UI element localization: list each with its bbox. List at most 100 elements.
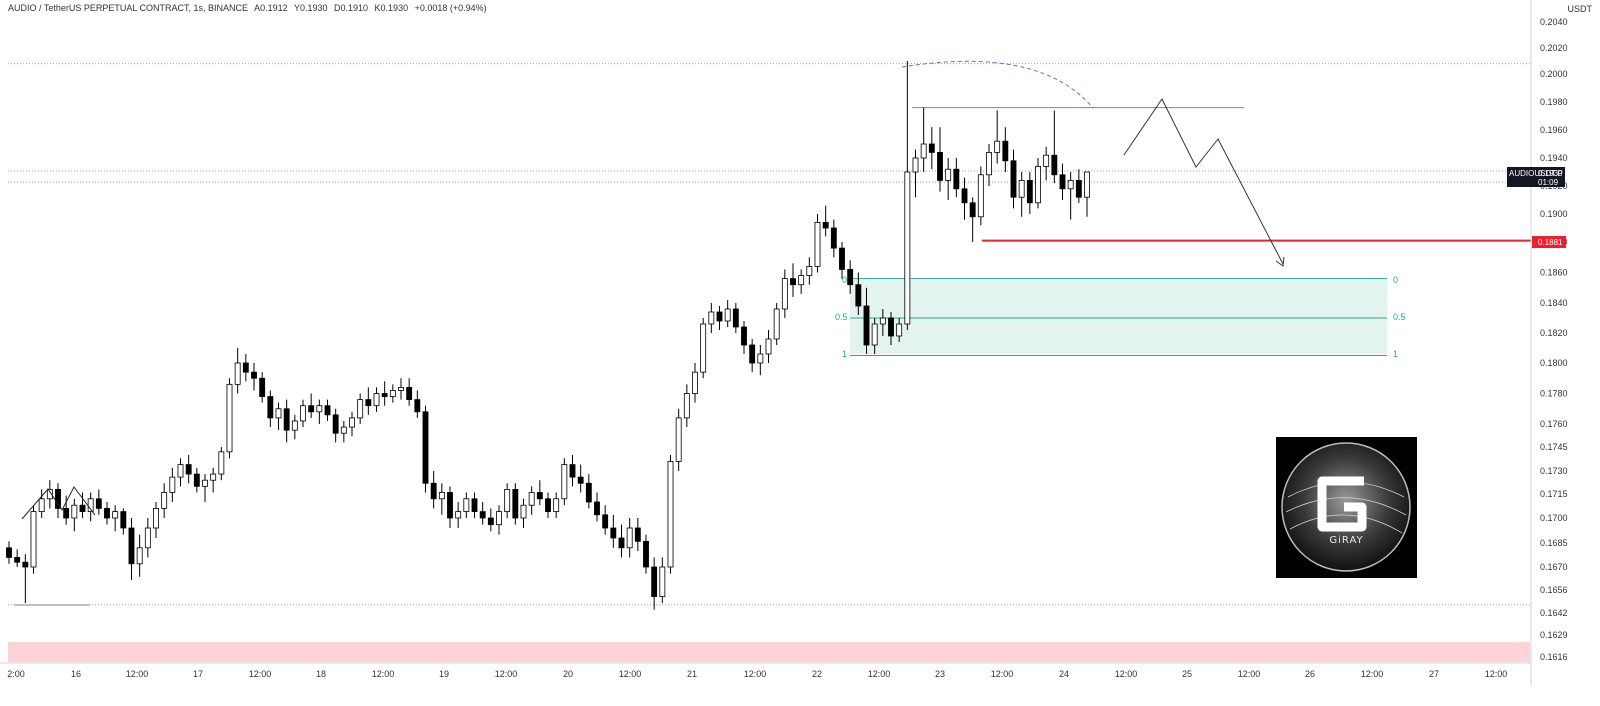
candle-up bbox=[153, 507, 159, 529]
price-tick-label: 0.1820 bbox=[1540, 328, 1568, 338]
time-tick-label: 12:00 bbox=[1115, 669, 1138, 679]
candle-down bbox=[634, 527, 641, 542]
candle-up bbox=[340, 426, 347, 434]
candle-up bbox=[1084, 171, 1090, 198]
candle-down bbox=[128, 527, 135, 565]
time-tick-label: 12:00 bbox=[1238, 669, 1261, 679]
time-tick-label: 21 bbox=[687, 669, 697, 679]
price-tick-label: 0.1730 bbox=[1540, 466, 1568, 476]
candle-up bbox=[708, 311, 715, 325]
support-price-badge: 0.1881 bbox=[1532, 236, 1566, 248]
candle-up bbox=[438, 492, 445, 500]
price-tick-label: 0.1629 bbox=[1540, 630, 1568, 640]
price-tick-label: 0.1940 bbox=[1540, 153, 1568, 163]
candle-down bbox=[928, 143, 935, 153]
candle-down bbox=[602, 514, 609, 529]
time-tick-label: 24 bbox=[1059, 669, 1069, 679]
time-tick-label: 12:00 bbox=[126, 669, 149, 679]
candle-down bbox=[610, 527, 617, 539]
time-tick-label: 12:00 bbox=[495, 669, 518, 679]
time-tick-label: 12:00 bbox=[868, 669, 891, 679]
candle-up bbox=[798, 275, 805, 286]
candle-up bbox=[912, 157, 919, 173]
logo-text: GiRAY bbox=[1329, 535, 1364, 546]
candle-down bbox=[365, 399, 372, 407]
fib-retracement-zone[interactable] bbox=[850, 280, 1387, 354]
candle-up bbox=[553, 498, 560, 512]
candle-down bbox=[185, 464, 192, 475]
pattern-drawing bbox=[21, 486, 96, 520]
candle-down bbox=[749, 344, 756, 364]
ohlc-low: D0.1910 bbox=[334, 3, 369, 13]
time-tick-label: 27 bbox=[1429, 669, 1439, 679]
price-tick-label: 0.1715 bbox=[1540, 489, 1568, 499]
candle-up bbox=[1018, 179, 1025, 198]
candle-down bbox=[512, 488, 519, 519]
price-tick-label: 0.1960 bbox=[1540, 125, 1568, 135]
candle-down bbox=[618, 537, 625, 549]
time-axis[interactable]: 2:00 16 12:00 17 12:00 18 12:00 19 12:00 20 12:00 2… bbox=[7, 669, 1507, 679]
candle-down bbox=[406, 386, 413, 400]
projection-arrowhead bbox=[1275, 256, 1285, 267]
price-tick-label: 0.2020 bbox=[1540, 43, 1568, 53]
candle-up bbox=[692, 371, 698, 394]
candle-down bbox=[332, 414, 339, 434]
candle-up bbox=[234, 362, 241, 385]
candle-up bbox=[814, 221, 821, 267]
price-axis[interactable]: 0.2040 0.2020 0.2000 0.1980 0.1960 0.1940 0.19… bbox=[1540, 17, 1568, 662]
candle-down bbox=[961, 188, 968, 204]
candle-up bbox=[218, 451, 225, 475]
watermark-logo: GiRAY bbox=[1276, 437, 1417, 578]
time-tick-label: 17 bbox=[193, 669, 203, 679]
badge-symbol: AUDIOUSDT.P bbox=[1509, 169, 1563, 178]
current-price-badge: AUDIOUSDT.P 0.1930 01:09 bbox=[1507, 167, 1565, 187]
candle-up bbox=[986, 151, 992, 176]
logo-sphere-icon bbox=[1281, 442, 1411, 572]
candle-down bbox=[63, 507, 70, 519]
candle-up bbox=[683, 393, 690, 419]
candle-up bbox=[520, 504, 527, 519]
fib-label-0-right: 0 bbox=[1393, 275, 1398, 285]
candle-down bbox=[863, 305, 870, 346]
candle-up bbox=[112, 511, 119, 519]
price-tick-label: 0.1780 bbox=[1540, 389, 1568, 399]
candle-down bbox=[120, 511, 127, 529]
ohlc-close: K0.1930 bbox=[374, 3, 409, 13]
candle-down bbox=[1026, 179, 1033, 204]
candle-up bbox=[757, 353, 764, 364]
price-tick-label: 0.1670 bbox=[1540, 562, 1568, 572]
candle-up bbox=[389, 390, 396, 397]
candle-down bbox=[577, 476, 584, 484]
candle-up bbox=[561, 464, 568, 500]
symbol-title[interactable]: AUDIO / TetherUS PERPETUAL CONTRACT, 1s,… bbox=[8, 3, 249, 13]
candle-down bbox=[830, 227, 837, 249]
candle-down bbox=[414, 399, 421, 413]
candle-down bbox=[479, 511, 486, 519]
time-tick-label: 26 bbox=[1305, 669, 1315, 679]
candle-down bbox=[839, 247, 845, 270]
candle-up bbox=[210, 473, 217, 481]
candle-down bbox=[536, 492, 543, 500]
candle-down bbox=[55, 488, 61, 509]
candle-down bbox=[251, 371, 257, 379]
candle-down bbox=[1059, 174, 1066, 190]
badge-price: 0.1930 bbox=[1538, 169, 1563, 178]
candle-down bbox=[741, 326, 747, 346]
time-tick-label: 23 bbox=[935, 669, 945, 679]
candle-down bbox=[283, 408, 290, 431]
candle-up bbox=[945, 168, 952, 181]
candle-down bbox=[95, 498, 102, 509]
candle-up bbox=[275, 408, 282, 419]
axis-unit-label: USDT bbox=[1567, 4, 1593, 14]
time-tick-label: 19 bbox=[439, 669, 449, 679]
time-tick-label: 12:00 bbox=[1361, 669, 1384, 679]
candle-down bbox=[22, 561, 29, 568]
candle-up bbox=[879, 317, 886, 325]
candle-up bbox=[177, 464, 184, 478]
candle-up bbox=[226, 383, 233, 453]
price-tick-label: 0.1745 bbox=[1540, 442, 1568, 452]
fib-label-05-left: 0.5 bbox=[835, 312, 848, 322]
candle-up bbox=[528, 492, 535, 506]
